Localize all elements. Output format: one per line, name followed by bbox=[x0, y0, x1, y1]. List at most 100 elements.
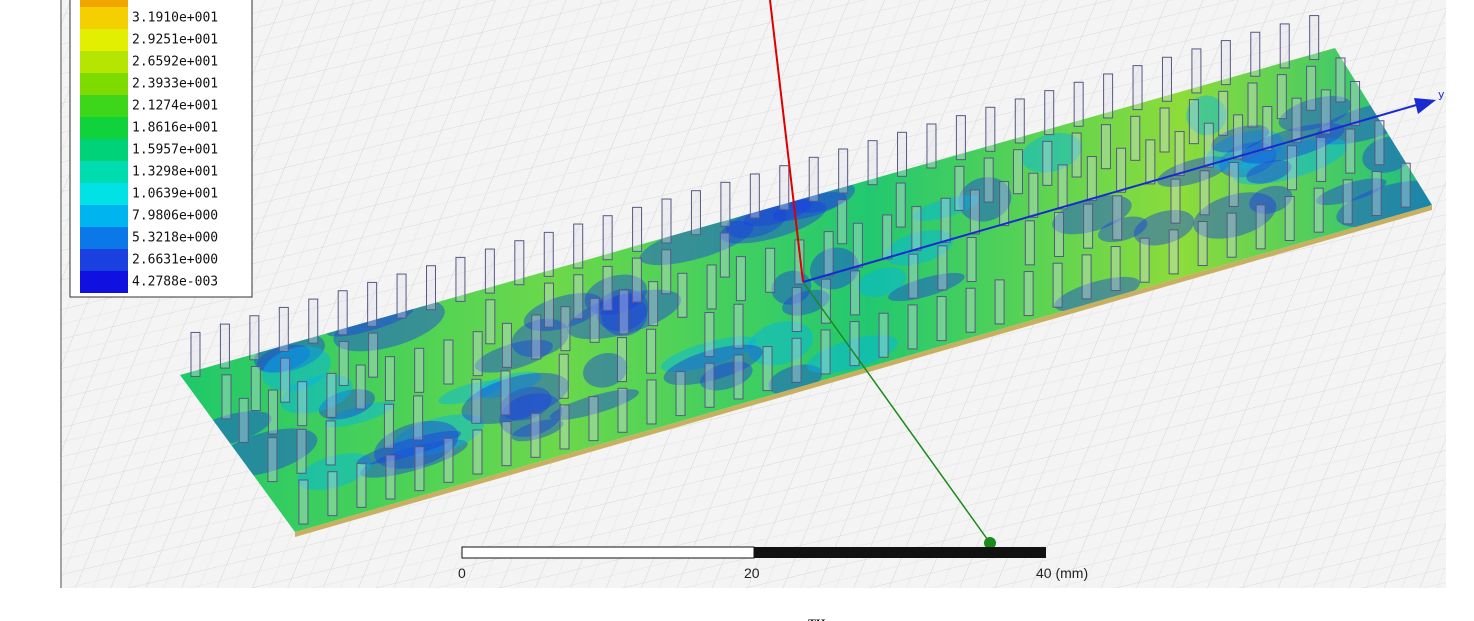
legend-swatch bbox=[80, 117, 128, 139]
legend-swatch bbox=[80, 183, 128, 205]
pin bbox=[983, 157, 994, 203]
pin bbox=[1042, 140, 1053, 186]
pin bbox=[471, 378, 482, 424]
pin bbox=[936, 296, 947, 342]
pin bbox=[500, 370, 511, 416]
legend-label: 2.1274e+001 bbox=[132, 99, 218, 114]
pin bbox=[267, 389, 278, 435]
pin bbox=[472, 331, 483, 377]
pin bbox=[1191, 48, 1202, 94]
x-axis bbox=[802, 281, 991, 544]
scale-label: 0 bbox=[458, 565, 466, 581]
pin bbox=[646, 328, 657, 374]
field-blob bbox=[333, 299, 445, 352]
scale-label: 40 (mm) bbox=[1036, 565, 1088, 581]
pin bbox=[1255, 204, 1266, 250]
pin bbox=[733, 303, 744, 349]
pin bbox=[414, 347, 425, 393]
legend-swatch bbox=[80, 7, 128, 29]
pin bbox=[602, 215, 613, 261]
pin bbox=[618, 289, 629, 335]
pin bbox=[1052, 262, 1063, 308]
pin bbox=[413, 395, 424, 441]
pin bbox=[999, 181, 1010, 227]
pin bbox=[1197, 221, 1208, 267]
pin bbox=[849, 321, 860, 367]
pin bbox=[573, 223, 584, 269]
pin bbox=[1250, 31, 1261, 77]
pin bbox=[1262, 106, 1273, 152]
pin bbox=[1103, 73, 1114, 119]
pin bbox=[1112, 195, 1123, 241]
pin bbox=[559, 404, 570, 450]
pin bbox=[1226, 212, 1237, 258]
pin bbox=[852, 222, 863, 268]
field-blob bbox=[660, 336, 757, 372]
pin bbox=[588, 396, 599, 442]
pin bbox=[426, 265, 437, 311]
field-blob bbox=[583, 353, 628, 388]
pin bbox=[850, 270, 861, 316]
field-blob bbox=[324, 401, 396, 428]
pin bbox=[455, 256, 466, 302]
field-blob bbox=[772, 192, 847, 222]
pin bbox=[221, 374, 232, 420]
pin bbox=[1279, 23, 1290, 69]
pin bbox=[794, 239, 805, 285]
scale-bar-black bbox=[754, 547, 1046, 558]
pin bbox=[867, 140, 878, 186]
field-blob bbox=[1186, 95, 1227, 136]
pin bbox=[278, 306, 289, 352]
pin bbox=[327, 471, 338, 517]
pin bbox=[1145, 139, 1156, 185]
pin bbox=[765, 247, 776, 293]
legend-swatch bbox=[80, 205, 128, 227]
legend-label: 2.3933e+001 bbox=[132, 77, 218, 92]
pin bbox=[219, 323, 230, 369]
legend-label: 4.2788e-003 bbox=[132, 275, 218, 290]
legend-swatch bbox=[80, 161, 128, 183]
field-blob bbox=[360, 439, 468, 478]
pin bbox=[937, 245, 948, 291]
field-blob bbox=[601, 293, 648, 337]
legend-swatch bbox=[80, 249, 128, 271]
field-blob bbox=[1211, 124, 1270, 153]
x-axis-end bbox=[984, 537, 996, 549]
pin bbox=[1400, 162, 1411, 208]
pin bbox=[1316, 136, 1327, 182]
legend-swatch bbox=[80, 95, 128, 117]
board bbox=[180, 48, 1432, 532]
pin bbox=[1342, 179, 1353, 225]
pin bbox=[704, 362, 715, 408]
pin bbox=[1132, 65, 1143, 111]
pin bbox=[808, 156, 819, 202]
pin bbox=[385, 454, 396, 500]
pin bbox=[631, 257, 642, 303]
pin bbox=[472, 429, 483, 475]
y-arrow bbox=[1414, 98, 1436, 114]
pin bbox=[1247, 82, 1258, 128]
legend-swatch bbox=[80, 73, 128, 95]
pin bbox=[994, 279, 1005, 325]
pins bbox=[190, 15, 1411, 525]
axis-label: y bbox=[1438, 88, 1445, 101]
field-blob bbox=[1336, 180, 1432, 228]
legend-swatch bbox=[80, 227, 128, 249]
pin bbox=[383, 403, 394, 449]
pin bbox=[969, 189, 980, 235]
pin bbox=[646, 379, 657, 425]
pin bbox=[368, 332, 379, 378]
pin bbox=[926, 123, 937, 169]
pin bbox=[190, 331, 201, 377]
pin bbox=[677, 272, 688, 318]
pin bbox=[1044, 90, 1055, 136]
pin bbox=[560, 306, 571, 352]
pin bbox=[955, 115, 966, 161]
field-blob bbox=[584, 274, 647, 316]
field-blob bbox=[461, 372, 569, 424]
field-blob bbox=[1249, 185, 1293, 214]
pin bbox=[838, 148, 849, 194]
pin bbox=[1023, 271, 1034, 317]
field-blob bbox=[782, 289, 830, 316]
